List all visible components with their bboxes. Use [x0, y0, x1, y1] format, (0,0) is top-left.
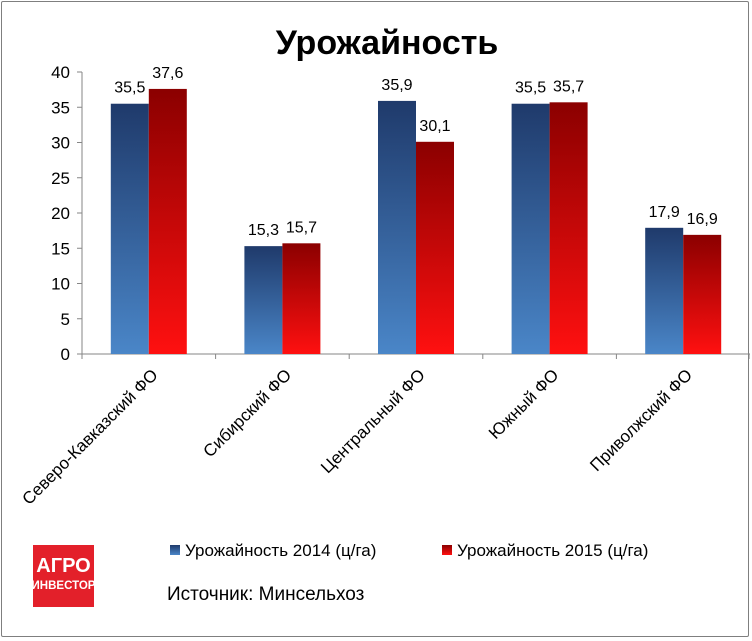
logo-line1: АГРО: [36, 555, 90, 577]
bar-2015-4: [683, 234, 722, 354]
data-label: 35,7: [553, 78, 584, 95]
y-tick-label: 15: [51, 239, 70, 258]
data-label: 35,9: [381, 77, 412, 94]
bar-2014-1: [244, 246, 283, 354]
logo-background: [33, 545, 94, 607]
logo-line2: ИНВЕСТОР: [32, 580, 96, 592]
legend-label-2015: Урожайность 2015 (ц/га): [457, 541, 648, 560]
data-label: 16,9: [687, 211, 718, 228]
chart-title: Урожайность: [276, 24, 499, 62]
y-tick-label: 0: [61, 345, 70, 364]
data-label: 17,9: [649, 204, 680, 221]
category-label: Центральный ФО: [317, 365, 429, 477]
data-labels-group: 35,5 37,6 15,3 15,7 35,9 30,1 35,5 35,7 17,9 16,9: [114, 65, 718, 239]
bar-2014-2: [378, 100, 416, 354]
bar-2015-3: [549, 102, 588, 354]
data-label: 35,5: [515, 80, 546, 97]
legend-swatch-2015: [442, 545, 452, 555]
y-tick-label: 35: [51, 98, 70, 117]
category-label: Сибирский ФО: [200, 365, 296, 461]
y-tick-label: 5: [61, 310, 70, 329]
data-label: 37,6: [152, 65, 183, 82]
y-tick-label: 10: [51, 275, 70, 294]
data-label: 15,3: [248, 222, 279, 239]
source-note: Источник: Минсельхоз: [167, 584, 364, 605]
bar-2015-1: [282, 243, 321, 354]
y-axis: 0 5 10 15 20 25 30 35 40: [51, 63, 83, 364]
y-tick-label: 20: [51, 204, 70, 223]
bar-2014-3: [511, 103, 550, 354]
data-label: 15,7: [286, 219, 317, 236]
bars-group: [110, 88, 722, 355]
bar-2014-4: [645, 227, 684, 354]
bar-2015-2: [416, 141, 454, 354]
category-label: Северо-Кавказский ФО: [18, 365, 161, 508]
x-axis: [81, 353, 750, 359]
y-tick-label: 40: [51, 63, 70, 82]
category-label: Южный ФО: [485, 365, 562, 442]
data-label: 35,5: [114, 80, 145, 97]
y-tick-label: 25: [51, 169, 70, 188]
y-tick-label: 30: [51, 134, 70, 153]
legend: Урожайность 2014 (ц/га) Урожайность 2015…: [170, 541, 648, 560]
data-label: 30,1: [419, 118, 450, 135]
category-labels-group: Северо-Кавказский ФО Сибирский ФО Централь…: [18, 365, 696, 508]
agroinvestor-logo: АГРО ИНВЕСТОР: [32, 545, 96, 607]
legend-label-2014: Урожайность 2014 (ц/га): [185, 541, 376, 560]
category-label: Приволжский ФО: [586, 365, 696, 475]
legend-swatch-2014: [170, 545, 180, 555]
bar-2015-0: [148, 88, 187, 355]
bar-2014-0: [110, 103, 149, 354]
